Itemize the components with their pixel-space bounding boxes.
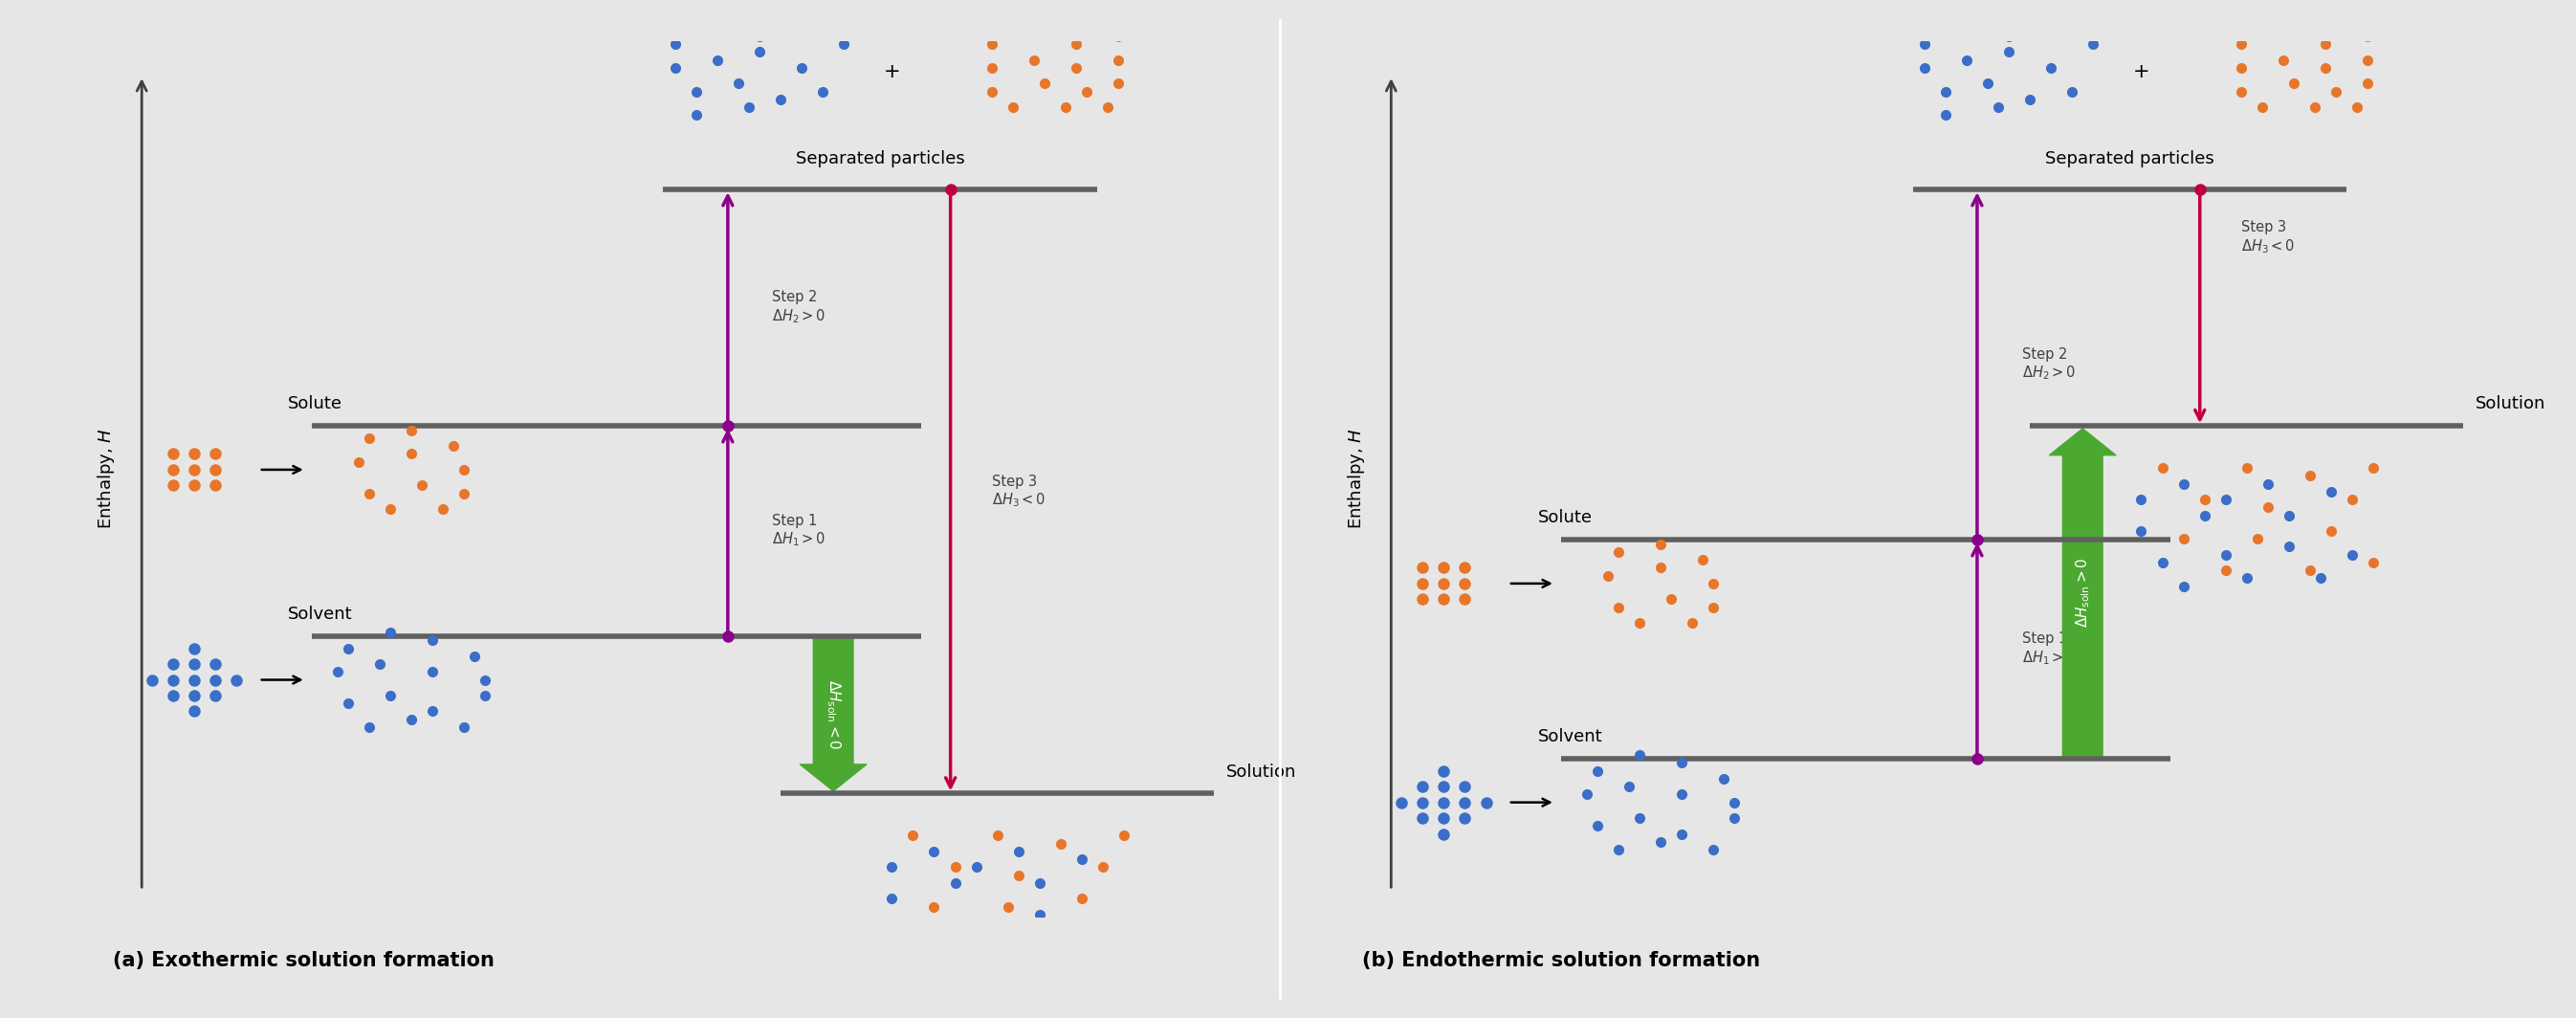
Text: $\Delta H_{\mathrm{soln}} > 0$: $\Delta H_{\mathrm{soln}} > 0$ — [2074, 557, 2092, 627]
Text: Step 3
$\Delta H_3 < 0$: Step 3 $\Delta H_3 < 0$ — [2241, 220, 2295, 256]
Text: Step 2
$\Delta H_2 > 0$: Step 2 $\Delta H_2 > 0$ — [2022, 347, 2076, 382]
Text: (b) Endothermic solution formation: (b) Endothermic solution formation — [1363, 951, 1759, 970]
Text: Enthalpy, $H$: Enthalpy, $H$ — [95, 428, 116, 529]
Text: Solution: Solution — [1226, 764, 1296, 781]
Text: Step 1
$\Delta H_1 > 0$: Step 1 $\Delta H_1 > 0$ — [773, 513, 827, 549]
Text: Solvent: Solvent — [1538, 728, 1602, 745]
Text: +: + — [2133, 62, 2148, 80]
Text: Step 3
$\Delta H_3 < 0$: Step 3 $\Delta H_3 < 0$ — [992, 474, 1046, 509]
Text: Separated particles: Separated particles — [796, 151, 963, 168]
Text: Solution: Solution — [2476, 396, 2545, 413]
Text: Step 1
$\Delta H_1 > 0$: Step 1 $\Delta H_1 > 0$ — [2022, 632, 2076, 667]
Text: Solute: Solute — [1538, 509, 1592, 526]
Text: Enthalpy, $H$: Enthalpy, $H$ — [1345, 428, 1365, 529]
Text: $\Delta H_{\mathrm{soln}} < 0$: $\Delta H_{\mathrm{soln}} < 0$ — [824, 680, 842, 750]
Text: Step 2
$\Delta H_2 > 0$: Step 2 $\Delta H_2 > 0$ — [773, 290, 827, 325]
Text: +: + — [884, 62, 899, 80]
Text: Separated particles: Separated particles — [2045, 151, 2213, 168]
Text: Solvent: Solvent — [289, 606, 353, 623]
Text: Solute: Solute — [289, 396, 343, 413]
Text: (a) Exothermic solution formation: (a) Exothermic solution formation — [113, 951, 495, 970]
